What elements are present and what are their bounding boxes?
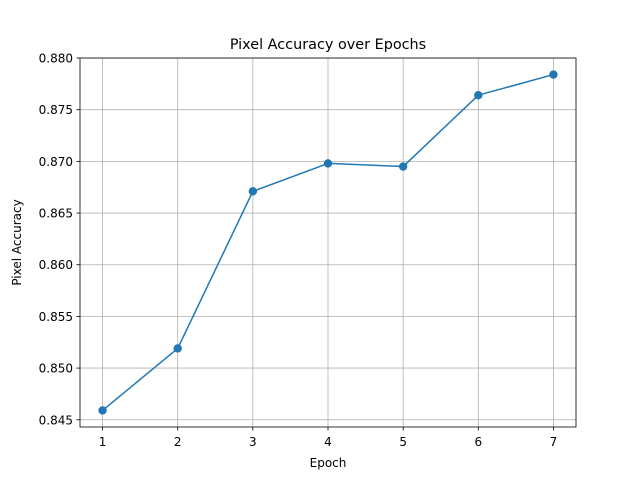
y-tick-label: 0.860	[39, 258, 73, 272]
x-axis-label: Epoch	[310, 456, 347, 470]
data-series	[98, 70, 558, 415]
y-tick-label: 0.850	[39, 362, 73, 376]
x-tick-label: 3	[249, 435, 257, 449]
x-tick-label: 1	[99, 435, 107, 449]
data-point-4	[323, 159, 333, 168]
ticks: 1 2 3 4 5 6 7 0.845 0.850 0.855 0.860 0.865 0.870 0.8…	[39, 52, 558, 450]
y-tick-label: 0.855	[39, 310, 73, 324]
y-tick-label: 0.845	[39, 413, 73, 427]
data-point-6	[474, 91, 483, 100]
y-axis-label: Pixel Accuracy	[10, 199, 24, 285]
x-tick-label: 6	[474, 435, 482, 449]
plot-area-frame	[79, 57, 577, 428]
chart-title: Pixel Accuracy over Epochs	[230, 37, 426, 53]
y-tick-label: 0.880	[39, 52, 73, 66]
y-tick-label: 0.875	[39, 103, 73, 117]
data-point-7	[549, 70, 558, 79]
data-point-1	[98, 406, 107, 415]
y-tick-label: 0.870	[39, 155, 73, 169]
data-point-5	[398, 162, 408, 171]
x-tick-label: 4	[324, 435, 332, 449]
data-point-3	[248, 187, 258, 196]
x-tick-label: 2	[174, 435, 182, 449]
y-tick-label: 0.865	[39, 207, 73, 221]
x-tick-label: 7	[550, 435, 558, 449]
x-tick-label: 5	[399, 435, 407, 449]
data-point-2	[173, 344, 182, 353]
